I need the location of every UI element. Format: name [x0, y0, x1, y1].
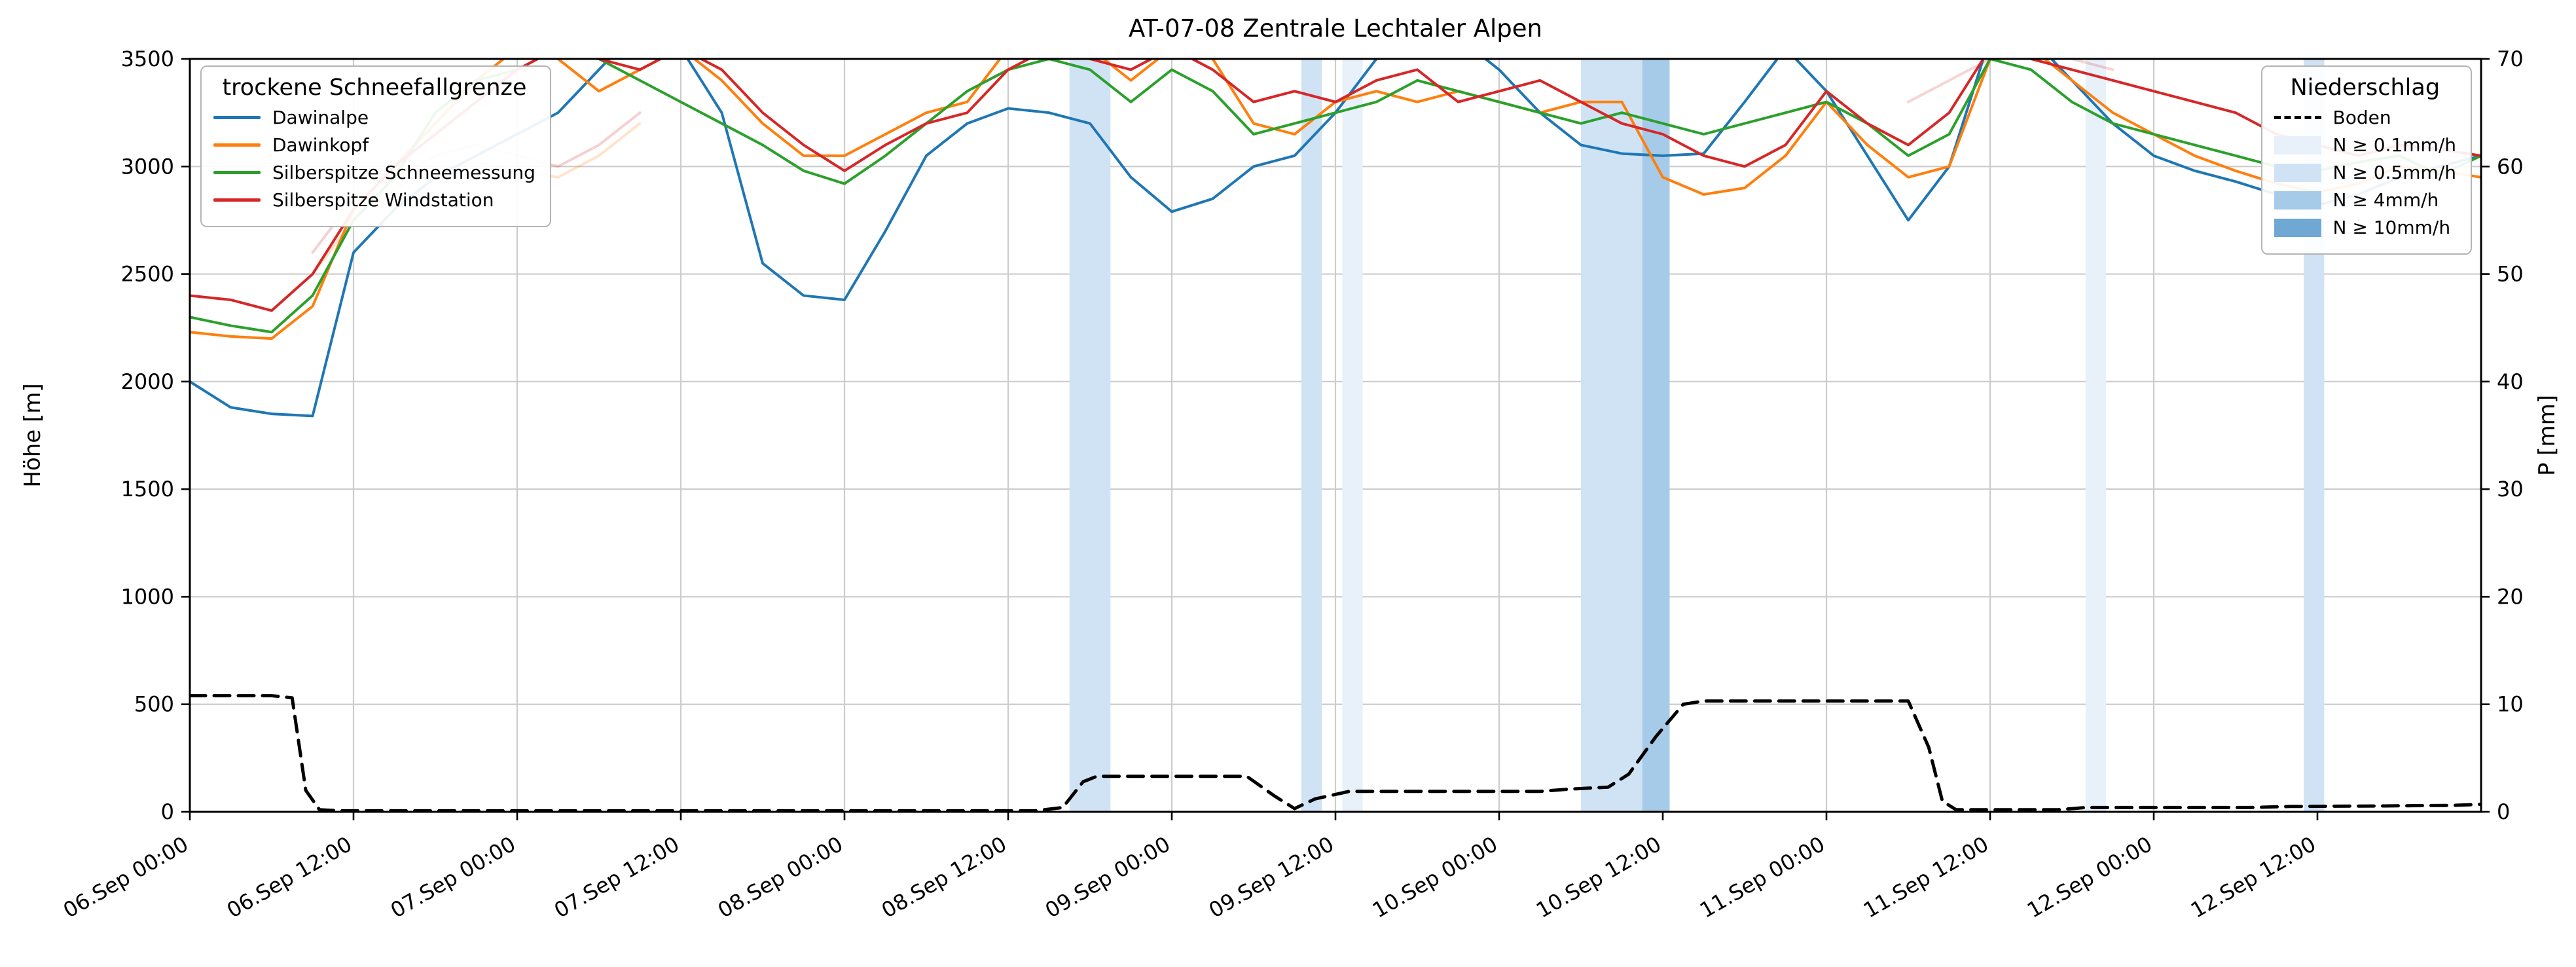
legend-entry-label: N ≥ 10mm/h	[2332, 217, 2451, 238]
series-layer	[190, 59, 2481, 812]
precip-bands-layer	[1069, 59, 2325, 812]
x-tick-label: 11.Sep 00:00	[1696, 831, 1829, 923]
x-tick-label: 10.Sep 00:00	[1368, 831, 1502, 923]
legend-entry-label: Boden	[2332, 107, 2391, 128]
x-tick-label: 06.Sep 00:00	[59, 831, 192, 923]
y-right-tick-label: 0	[2497, 799, 2510, 824]
x-tick-label: 07.Sep 12:00	[550, 831, 683, 923]
x-tick-label: 12.Sep 12:00	[2186, 831, 2320, 923]
precip-intensity-swatch	[2274, 218, 2321, 237]
legend-entry-label: Dawinkopf	[272, 134, 369, 156]
legend-entry: N ≥ 10mm/h	[2274, 217, 2456, 238]
x-tick-label: 08.Sep 12:00	[877, 831, 1011, 923]
x-tick-label: 10.Sep 12:00	[1532, 831, 1665, 923]
legend-entry-label: N ≥ 0.5mm/h	[2332, 162, 2456, 183]
x-tick-label: 08.Sep 00:00	[714, 831, 847, 923]
x-tick-label: 06.Sep 12:00	[223, 831, 356, 923]
y-left-tick-label: 0	[161, 799, 174, 824]
precip-intensity-swatch	[2274, 163, 2321, 182]
series-line-silberspitze-windstation	[190, 59, 2481, 312]
x-tick-label: 11.Sep 12:00	[1859, 831, 1993, 923]
y-right-tick-label: 20	[2497, 584, 2524, 609]
y-left-tick-label: 2500	[121, 262, 174, 287]
x-tick-label: 07.Sep 00:00	[386, 831, 520, 923]
y-right-tick-label: 50	[2497, 262, 2524, 287]
legend-entry: N ≥ 0.1mm/h	[2274, 134, 2456, 156]
legend-entry: Boden	[2274, 107, 2456, 128]
y-left-tick-label: 3000	[121, 154, 174, 179]
y-left-tick-label: 500	[134, 692, 174, 717]
legend-entry: Silberspitze Schneemessung	[213, 162, 535, 183]
x-tick-label: 09.Sep 12:00	[1205, 831, 1338, 923]
legend-entry-label: N ≥ 4mm/h	[2332, 189, 2439, 211]
series-line-swatch	[213, 198, 261, 202]
legend-entry-label: N ≥ 0.1mm/h	[2332, 134, 2456, 156]
x-tick-label: 12.Sep 00:00	[2023, 831, 2156, 923]
tick-layer	[181, 58, 2490, 820]
legend-entry: N ≥ 4mm/h	[2274, 189, 2456, 211]
y-right-tick-label: 60	[2497, 154, 2524, 179]
precip-band	[1301, 59, 1322, 812]
boden-dashed-line-swatch	[2274, 116, 2321, 119]
y-right-tick-label: 40	[2497, 369, 2524, 394]
precip-band	[2085, 59, 2107, 812]
y-left-tick-label: 1000	[121, 584, 174, 609]
chart-title: AT-07-08 Zentrale Lechtaler Alpen	[1128, 14, 1543, 43]
legend-entry: Dawinalpe	[213, 107, 535, 128]
legend-entry: Silberspitze Windstation	[213, 189, 535, 211]
precip-band	[1642, 59, 1670, 812]
legend-precip: Niederschlag Boden N ≥ 0.1mm/h N ≥ 0.5mm/h…	[2260, 65, 2472, 255]
legend-snowline: trockene Schneefallgrenze Dawinalpe Dawin…	[200, 65, 551, 227]
left-axis-label: Höhe [m]	[20, 383, 46, 488]
legend-snowline-title: trockene Schneefallgrenze	[222, 75, 527, 101]
legend-entry: Dawinkopf	[213, 134, 535, 156]
series-line-swatch	[213, 171, 261, 174]
y-left-tick-label: 2000	[121, 369, 174, 394]
series-line-swatch	[213, 116, 261, 119]
series-line-swatch	[213, 143, 261, 147]
axes-frame	[189, 58, 2482, 813]
y-right-tick-label: 70	[2497, 46, 2524, 71]
boden-precip-line	[190, 694, 2481, 812]
precip-intensity-swatch	[2274, 136, 2321, 155]
series-line-silberspitze-schneemessung	[190, 59, 2481, 334]
y-right-tick-label: 30	[2497, 477, 2524, 502]
precip-band	[1342, 59, 1363, 812]
legend-entry-label: Silberspitze Schneemessung	[272, 162, 535, 183]
legend-entry-label: Silberspitze Windstation	[272, 189, 494, 211]
precip-intensity-swatch	[2274, 191, 2321, 210]
y-left-tick-label: 1500	[121, 477, 174, 502]
legend-entry-label: Dawinalpe	[272, 107, 369, 128]
precip-band	[1069, 59, 1111, 812]
right-axis-label: P [mm]	[2534, 394, 2560, 477]
y-right-tick-label: 10	[2497, 692, 2524, 717]
y-left-tick-label: 3500	[121, 46, 174, 71]
legend-precip-title: Niederschlag	[2290, 75, 2440, 101]
x-tick-label: 09.Sep 00:00	[1041, 831, 1174, 923]
legend-entry: N ≥ 0.5mm/h	[2274, 162, 2456, 183]
ghost-line	[1907, 59, 2114, 103]
